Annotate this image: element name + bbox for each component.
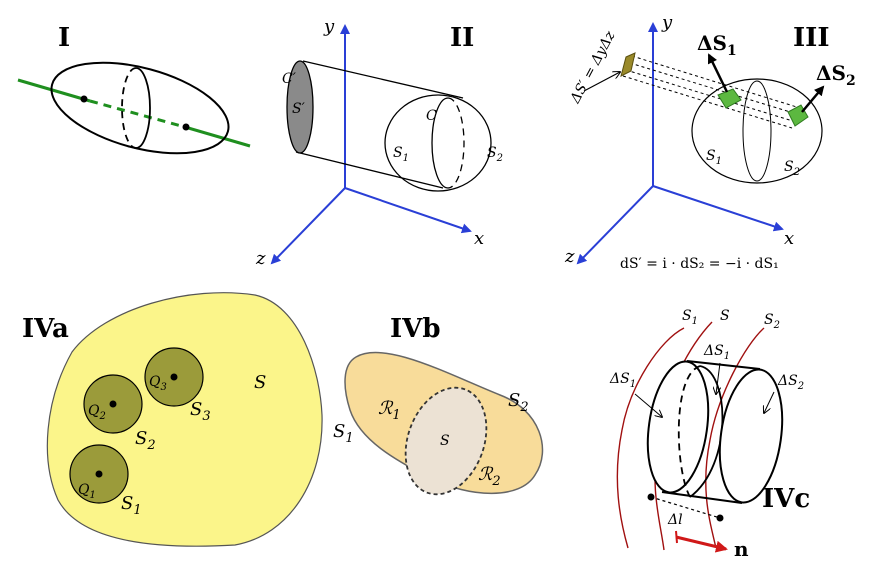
panel-label-IVa: IVa	[22, 314, 69, 344]
label-Q3: Q3	[149, 374, 167, 393]
charge-Q1	[95, 470, 103, 478]
panel-IVc: IVc Δl n S1 S S2 ΔS1 ΔS1 ΔS2	[609, 308, 810, 561]
cylinder-top-edge	[302, 60, 464, 99]
separation-dl	[650, 496, 721, 519]
surface-S-ellipse	[691, 78, 823, 184]
label-S-prime: S′	[292, 101, 306, 117]
projection-line-1	[631, 55, 801, 109]
projection-line-2	[629, 62, 801, 116]
label-dS2-vector: ΔS2	[816, 61, 856, 89]
x-axis-label: x	[474, 228, 484, 249]
panel-III: III y x z ΔS1 ΔS2 ΔS′ = ΔyΔz S1 S2 dS′ =…	[564, 12, 856, 272]
label-S1: S1	[706, 148, 722, 167]
label-dS1-vector: ΔS1	[697, 31, 737, 59]
panel-II: II y x z C′ S′ C S1 S2	[255, 16, 503, 269]
panel-label-III: III	[793, 23, 830, 53]
z-axis	[270, 187, 346, 265]
z-axis-label: z	[564, 246, 575, 267]
label-S: S	[720, 308, 730, 324]
label-R2: ℛ2	[478, 464, 501, 489]
contour-C-back	[447, 97, 465, 189]
label-S1: S1	[682, 308, 698, 327]
y-axis-label: y	[661, 12, 673, 33]
projected-patch-dS-prime	[620, 52, 636, 77]
label-S3: S3	[190, 399, 211, 424]
panel-label-I: I	[58, 23, 70, 53]
projected-face-S-prime	[286, 60, 314, 154]
projection-line-3	[625, 69, 797, 123]
green-axis-line-right	[184, 125, 251, 148]
z-axis-label: z	[255, 248, 266, 269]
y-axis-label: y	[323, 16, 335, 37]
label-S2: S2	[487, 145, 503, 164]
label-R1: ℛ1	[378, 398, 401, 423]
projection-line-4	[622, 75, 793, 129]
pointer-dS2	[764, 391, 775, 413]
inner-surface-hidden	[677, 365, 701, 498]
x-axis	[652, 185, 784, 232]
label-S2: S2	[784, 159, 800, 178]
cylinder-bottom-edge	[295, 151, 444, 189]
ellipsoid-outline	[50, 61, 230, 155]
normal-vector-n	[675, 535, 728, 553]
cylinder-face-dS1	[646, 360, 710, 494]
panel-label-IVb: IVb	[390, 314, 441, 344]
interface-surface-S	[404, 386, 488, 496]
label-C-prime: C′	[282, 71, 297, 87]
x-axis-label: x	[784, 228, 794, 249]
surface-S-ellipse	[384, 94, 492, 192]
label-dS1-mid: ΔS1	[703, 343, 730, 362]
label-S: S	[254, 372, 266, 393]
panel-IVb: IVb ℛ1 ℛ2 S S1 S2	[333, 314, 544, 496]
z-axis	[576, 185, 654, 265]
label-dl: Δl	[667, 512, 683, 528]
surface-patch-dS1	[717, 88, 742, 109]
green-axis-line-inside	[89, 99, 186, 129]
cylinder-face-dS2	[718, 368, 784, 504]
surface-curve-S2	[705, 327, 765, 549]
label-C: C	[426, 108, 437, 124]
contour-C-front	[431, 97, 449, 189]
label-S: S	[440, 433, 450, 449]
normal-vector-dS1	[707, 53, 729, 93]
ellipsoid-visible-cross-section	[135, 67, 151, 149]
label-dS1-left: ΔS1	[609, 371, 636, 390]
panel-label-IVc: IVc	[762, 484, 810, 514]
projection-lines	[622, 55, 801, 129]
label-S2: S2	[135, 428, 156, 453]
label-dS-prime: ΔS′ = ΔyΔz	[567, 28, 619, 107]
panel-label-II: II	[450, 23, 474, 53]
label-Q2: Q2	[88, 403, 106, 422]
normal-vector-dS2	[801, 85, 825, 113]
surface-curve-S1	[616, 327, 685, 549]
pointer-dS1-left	[634, 393, 662, 417]
green-axis-line-left	[17, 78, 91, 103]
surface-cross-section	[742, 80, 772, 182]
point-left	[647, 493, 655, 501]
formula-dS-prime: dS′ = i · dS₂ = −i · dS₁	[620, 256, 779, 272]
label-S2: S2	[508, 390, 529, 415]
label-Q1: Q1	[78, 482, 96, 501]
charge-Q3	[170, 373, 178, 381]
charge-Q2	[109, 400, 117, 408]
label-S2: S2	[764, 312, 780, 331]
label-S1: S1	[393, 145, 409, 164]
pointer-dS-prime	[583, 72, 620, 92]
focus-point-left	[80, 95, 88, 103]
label-dS2: ΔS2	[777, 373, 804, 392]
focus-point-right	[182, 123, 190, 131]
panel-IVa: IVa S Q2 Q3 Q1 S2 S3 S1	[22, 292, 323, 547]
label-n: n	[734, 537, 749, 561]
x-axis	[344, 187, 472, 234]
cylinder-top-edge	[686, 360, 761, 370]
label-S1: S1	[121, 493, 142, 518]
ellipsoid-hidden-cross-section	[121, 67, 137, 149]
point-right	[716, 514, 724, 522]
panel-I: I	[17, 23, 251, 155]
pointer-dS1-mid	[716, 362, 720, 394]
normal-vector-tail	[675, 530, 678, 544]
label-S1: S1	[333, 421, 354, 446]
cylinder-bottom-edge	[661, 491, 743, 504]
